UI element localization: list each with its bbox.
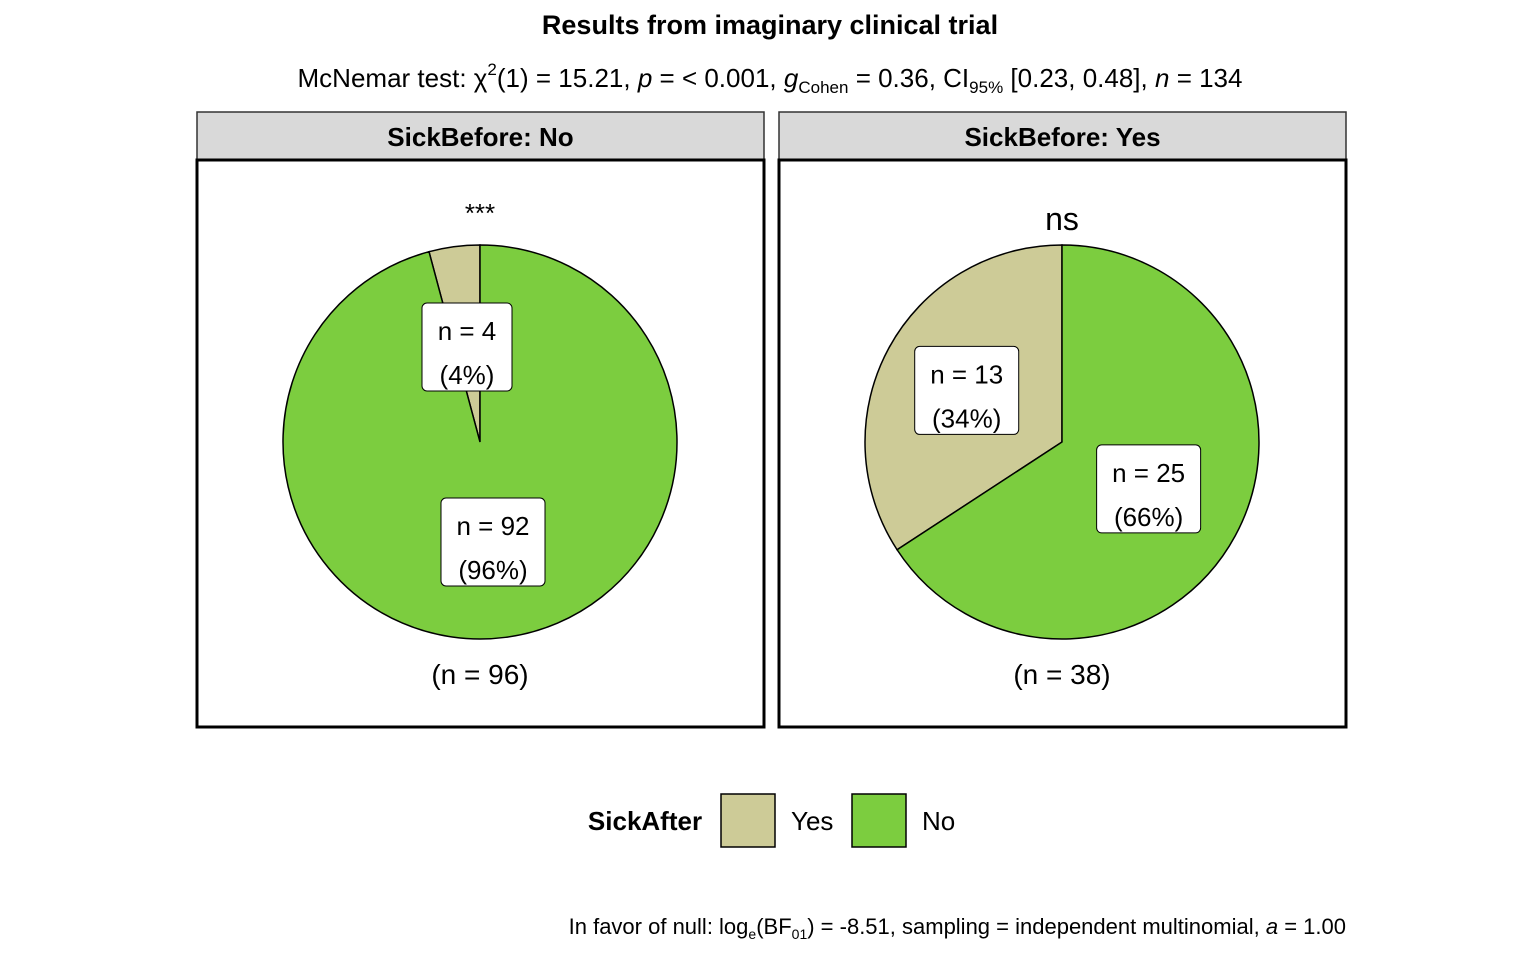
sample-size: = 134 <box>1176 63 1243 93</box>
effect-size: = 0.36, CI <box>855 63 970 93</box>
facet-total-label: (n = 96) <box>431 659 528 690</box>
chi-square-stat: (1) = 15.21, <box>496 63 631 93</box>
significance-label: *** <box>465 198 495 228</box>
legend-swatch-no <box>851 793 907 848</box>
chart-subtitle: McNemar test: χ2(1) = 15.21, p = < 0.001… <box>297 60 1243 97</box>
bf-open: (BF <box>756 914 792 939</box>
legend-label-yes: Yes <box>791 806 833 836</box>
bf-value: ) = -8.51, sampling = independent multin… <box>807 914 1260 939</box>
log-base: e <box>748 926 757 942</box>
slice-count-label: n = 25 <box>1112 458 1185 488</box>
legend-title: SickAfter <box>588 806 702 836</box>
slice-percent-label: (4%) <box>440 360 495 390</box>
slice-count-label: n = 13 <box>930 359 1003 389</box>
slice-label-box <box>440 497 546 587</box>
p-value: = < 0.001, <box>659 63 777 93</box>
slice-count-label: n = 4 <box>438 316 497 346</box>
prior-width: = 1.00 <box>1284 914 1346 939</box>
ci-subscript: 95% <box>969 78 1004 97</box>
legend-label-no: No <box>922 806 955 836</box>
slice-label-box <box>421 302 513 392</box>
pie-slice-no <box>282 244 678 640</box>
facet-total-label: (n = 38) <box>1013 659 1110 690</box>
bf-subscript: 01 <box>791 926 808 942</box>
slice-count-label: n = 92 <box>456 511 529 541</box>
confidence-interval: [0.23, 0.48], <box>1010 63 1148 93</box>
facet-strip-label: SickBefore: No <box>387 122 573 152</box>
facet-strip <box>778 111 1347 161</box>
bayes-factor-caption: In favor of null: loge(BF01) = -8.51, sa… <box>568 914 1346 942</box>
significance-label: ns <box>1045 201 1079 237</box>
slice-label-box <box>1096 444 1202 534</box>
effect-size-subscript: Cohen <box>798 78 849 97</box>
test-name: McNemar test: <box>297 63 467 93</box>
legend-swatch-yes <box>720 793 776 848</box>
slice-percent-label: (66%) <box>1114 502 1183 532</box>
slice-percent-label: (96%) <box>458 555 527 585</box>
caption-prefix: In favor of null: log <box>568 914 749 939</box>
facet-strip <box>196 111 765 161</box>
chart-title: Results from imaginary clinical trial <box>541 10 999 40</box>
facet-strip-label: SickBefore: Yes <box>964 122 1160 152</box>
slice-percent-label: (34%) <box>932 403 1001 433</box>
pie-slice-no <box>896 244 1260 640</box>
slice-label-box <box>914 345 1020 435</box>
